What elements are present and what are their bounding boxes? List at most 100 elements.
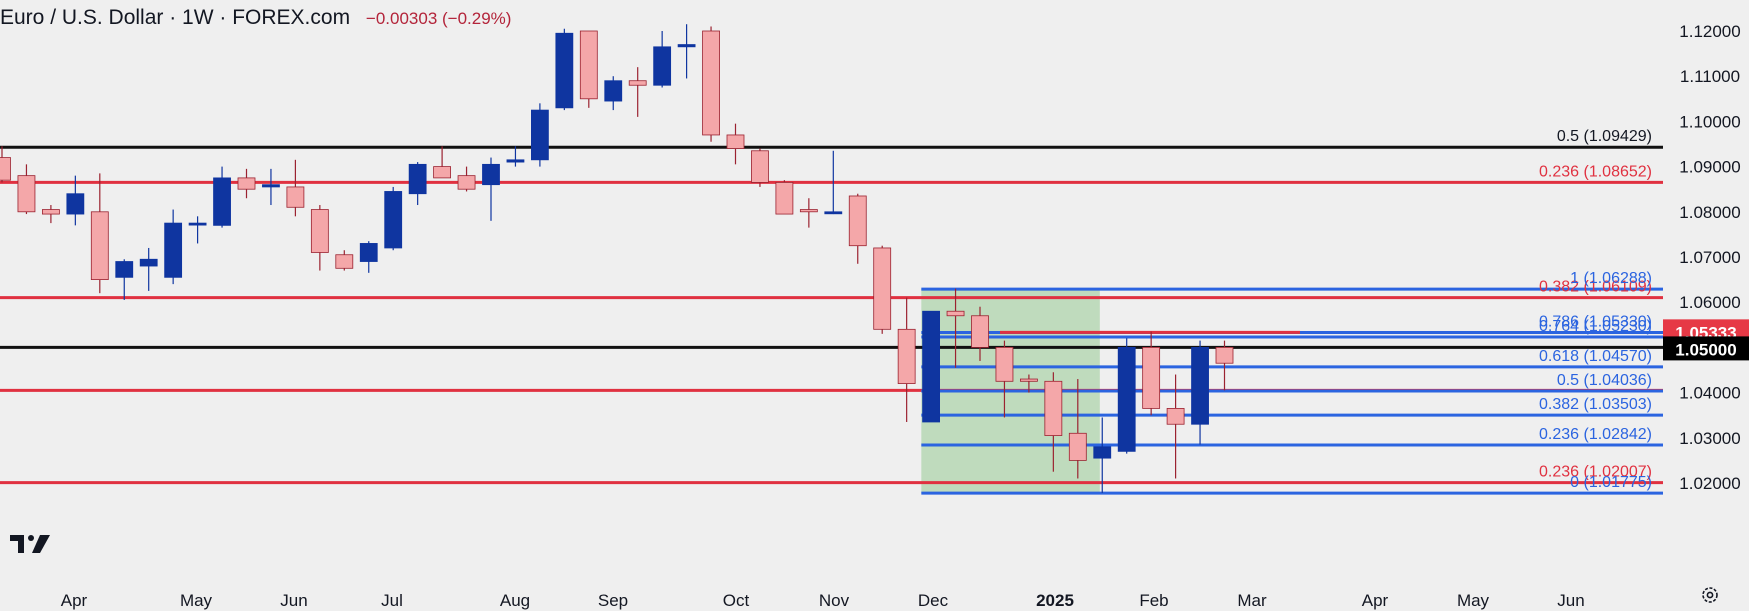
time-tick-label: Jul <box>381 591 403 610</box>
candle-body <box>897 328 916 384</box>
level-price-label: 1.05000 <box>1675 340 1736 359</box>
candle-body <box>922 310 940 423</box>
candle-body <box>213 177 231 226</box>
candles-layer <box>0 24 1234 493</box>
fib-level-label: 0.618 (1.04570) <box>1539 348 1652 365</box>
candle-body <box>1068 432 1087 461</box>
time-tick-label: Nov <box>819 591 850 610</box>
candle-body <box>139 258 158 267</box>
candle-body <box>457 175 476 190</box>
time-tick-label: May <box>180 591 213 610</box>
candle-body <box>433 166 452 179</box>
level-price-badge <box>1663 336 1749 361</box>
level-label: 0.382 (1.06109) <box>1539 279 1652 296</box>
candle-body <box>384 191 403 249</box>
price-tick-label: 1.02000 <box>1679 474 1740 493</box>
price-tick-label: 1.06000 <box>1679 293 1740 312</box>
fib-level-label: 0.764 (1.05230) <box>1539 318 1652 335</box>
symbol-title[interactable]: Euro / U.S. Dollar · 1W · FOREX.com <box>0 6 351 29</box>
candle-body <box>1215 346 1234 364</box>
candle-body <box>66 193 85 215</box>
fib-level-label: 0 (1.01775) <box>1570 474 1652 491</box>
candle-body <box>1166 408 1185 425</box>
level-label: 0.236 (1.02007) <box>1539 464 1652 481</box>
candle-body <box>1191 346 1209 425</box>
candle-body <box>628 80 647 86</box>
candle-body <box>335 254 354 269</box>
time-tick-label: Jun <box>1557 591 1584 610</box>
candle-body <box>653 46 672 86</box>
candle-body <box>115 261 134 278</box>
candle-body <box>775 182 794 215</box>
horizontal-levels-layer <box>0 145 1663 485</box>
price-change: −0.00303 (−0.29%) <box>365 9 512 28</box>
time-tick-label: Mar <box>1237 591 1267 610</box>
candle-body <box>1117 346 1136 452</box>
candle-body <box>726 134 745 149</box>
fib-level-label: 1 (1.06288) <box>1570 270 1652 287</box>
candle-body <box>824 211 843 215</box>
fibonacci-levels-layer <box>921 287 1663 495</box>
candle-body <box>1020 378 1038 382</box>
fib-level-label: 0.236 (1.02842) <box>1539 426 1652 443</box>
candle-body <box>848 195 867 247</box>
time-tick-label: Feb <box>1139 591 1168 610</box>
fib-level-label: 0.786 (1.05330) <box>1539 313 1652 330</box>
price-tick-label: 1.03000 <box>1679 429 1740 448</box>
symbol-header: Euro / U.S. Dollar · 1W · FOREX.com −0.0… <box>0 6 511 30</box>
candle-body <box>286 186 305 208</box>
candle-body <box>604 80 623 102</box>
candle-body <box>677 44 696 48</box>
time-tick-label: Apr <box>61 591 88 610</box>
tradingview-logo-icon[interactable] <box>10 532 54 561</box>
level-label: 0.236 (1.08652) <box>1539 163 1652 180</box>
price-axis[interactable]: 1.12000 1.11000 1.10000 1.09000 1.08000 1.070… <box>1663 22 1749 493</box>
candle-body <box>237 177 256 190</box>
candle-body <box>1044 380 1063 436</box>
candle-body <box>310 209 329 253</box>
candle-body <box>873 247 892 330</box>
price-tick-label: 1.04000 <box>1679 384 1740 403</box>
time-tick-label: Aug <box>500 591 530 610</box>
time-tick-label: May <box>1457 591 1490 610</box>
candle-body <box>946 310 965 317</box>
level-label: 0.5 (1.09429) <box>1557 128 1652 145</box>
candle-body <box>579 30 598 100</box>
candle-body <box>0 157 11 181</box>
candle-body <box>17 175 36 213</box>
price-tick-label: 1.12000 <box>1679 22 1740 41</box>
candle-body <box>482 163 500 186</box>
candle-body <box>506 159 525 163</box>
time-tick-label: Apr <box>1362 591 1389 610</box>
candle-body <box>359 243 378 262</box>
price-tick-label: 1.11000 <box>1680 67 1740 86</box>
candle-body <box>164 222 183 278</box>
time-tick-label: Sep <box>598 591 628 610</box>
price-tick-label: 1.08000 <box>1679 203 1740 222</box>
candle-body <box>262 184 280 188</box>
price-tick-label: 1.09000 <box>1679 158 1740 177</box>
fib-level-label: 0.5 (1.04036) <box>1557 372 1652 389</box>
time-tick-label: 2025 <box>1036 591 1074 610</box>
candle-body <box>971 315 989 348</box>
level-labels-layer: 0.5 (1.09429) 0.236 (1.08652) 0.382 (1.061… <box>1539 128 1652 491</box>
candle-body <box>42 209 60 215</box>
candle-body <box>702 30 720 136</box>
candle-body <box>188 222 207 226</box>
candle-body <box>995 346 1014 382</box>
candle-body <box>555 32 574 109</box>
candle-body <box>90 211 109 281</box>
time-axis[interactable]: Apr May Jun Jul Aug Sep Oct Nov Dec 2025 Feb Mar Apr… <box>61 591 1585 610</box>
candle-body <box>799 209 818 213</box>
candle-body <box>1142 346 1161 409</box>
candle-body <box>531 109 549 161</box>
gear-icon[interactable] <box>1700 585 1720 610</box>
time-tick-label: Oct <box>723 591 750 610</box>
fib-level-label: 0.382 (1.03503) <box>1539 396 1652 413</box>
price-tick-label: 1.10000 <box>1679 112 1740 131</box>
candle-body <box>1093 446 1112 459</box>
price-tick-label: 1.07000 <box>1679 248 1740 267</box>
candle-body <box>408 163 427 195</box>
time-tick-label: Dec <box>918 591 949 610</box>
